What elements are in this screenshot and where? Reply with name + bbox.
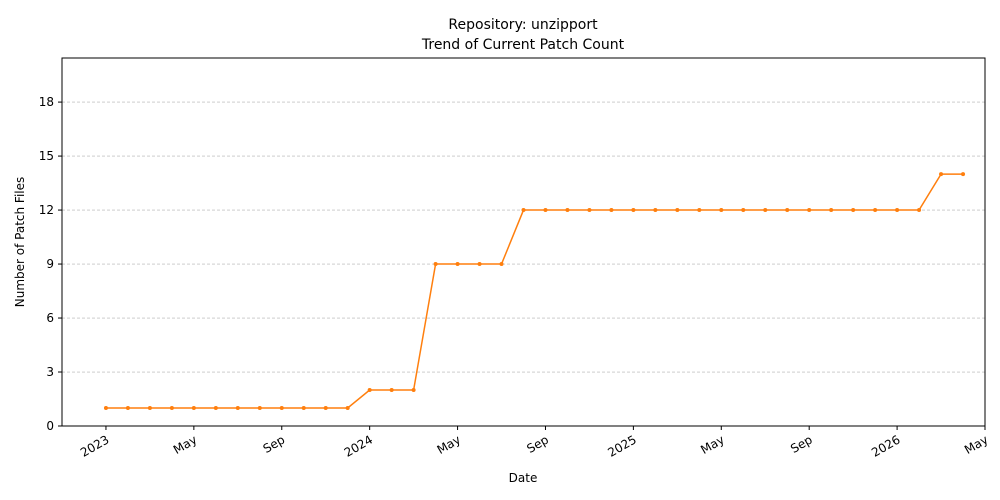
y-tick-label: 15 <box>39 149 54 163</box>
data-point <box>301 406 306 411</box>
y-axis-label: Number of Patch Files <box>13 177 27 308</box>
data-point <box>543 208 548 213</box>
data-point <box>939 172 944 177</box>
data-point <box>213 406 218 411</box>
data-point <box>455 262 460 267</box>
data-point <box>147 406 152 411</box>
y-tick-label: 9 <box>46 257 54 271</box>
data-point <box>895 208 900 213</box>
data-point <box>851 208 856 213</box>
plot-frame <box>61 57 986 427</box>
data-point <box>961 172 966 177</box>
data-point <box>719 208 724 213</box>
data-point <box>807 208 812 213</box>
data-point <box>411 388 416 393</box>
y-tick-label: 0 <box>46 419 54 433</box>
data-point <box>697 208 702 213</box>
data-point <box>191 406 196 411</box>
data-point <box>345 406 350 411</box>
data-point <box>565 208 570 213</box>
x-tick-label: May <box>435 432 463 457</box>
data-line <box>105 173 964 409</box>
data-point <box>499 262 504 267</box>
x-tick-label: Sep <box>788 432 815 455</box>
y-tick-label: 3 <box>46 365 54 379</box>
data-point <box>279 406 284 411</box>
data-point <box>257 406 262 411</box>
data-point <box>785 208 790 213</box>
x-tick-label: May <box>698 432 726 457</box>
data-point <box>323 406 328 411</box>
data-point <box>741 208 746 213</box>
x-tick-label: May <box>962 432 990 457</box>
x-tick-label: 2025 <box>605 432 638 459</box>
data-point <box>235 406 240 411</box>
data-point <box>873 208 878 213</box>
data-point <box>829 208 834 213</box>
data-point <box>367 388 372 393</box>
y-tick-label: 18 <box>39 95 54 109</box>
data-point <box>169 406 174 411</box>
data-point <box>433 262 438 267</box>
data-point <box>389 388 394 393</box>
x-tick-label: 2024 <box>342 432 375 459</box>
data-point <box>917 208 922 213</box>
x-tick-label: May <box>171 432 199 457</box>
x-tick-label: 2023 <box>78 432 111 459</box>
y-tick-label: 6 <box>46 311 54 325</box>
data-point <box>631 208 636 213</box>
chart-title: Repository: unzipport <box>448 17 598 33</box>
data-point <box>587 208 592 213</box>
data-point <box>763 208 768 213</box>
data-point <box>653 208 658 213</box>
data-point <box>521 208 526 213</box>
x-tick-label: Sep <box>261 432 288 455</box>
x-tick-label: Sep <box>524 432 551 455</box>
chart-subtitle: Trend of Current Patch Count <box>421 37 625 53</box>
data-point <box>609 208 614 213</box>
data-point <box>675 208 680 213</box>
x-tick-label: 2026 <box>869 432 902 459</box>
data-point <box>125 406 130 411</box>
data-point <box>103 406 108 411</box>
data-point <box>477 262 482 267</box>
y-tick-label: 12 <box>39 203 54 217</box>
x-axis-label: Date <box>509 471 538 485</box>
